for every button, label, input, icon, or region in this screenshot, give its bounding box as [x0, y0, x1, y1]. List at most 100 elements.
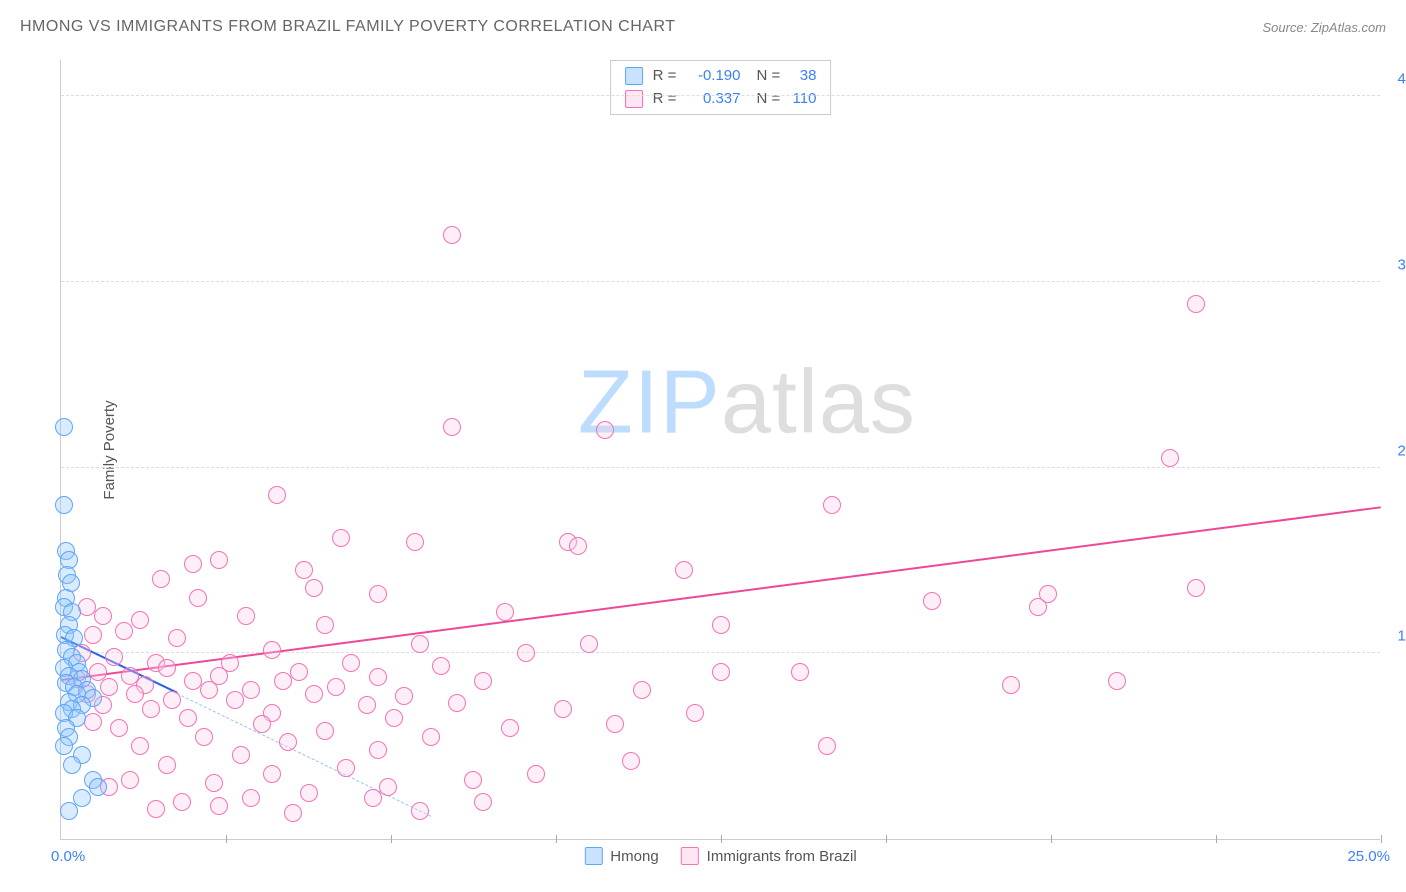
chart-source: Source: ZipAtlas.com — [1262, 20, 1386, 35]
scatter-plot: ZIPatlas R = -0.190 N = 38 R = 0.337 N =… — [60, 60, 1380, 840]
swatch-pink — [681, 847, 699, 865]
data-point-brazil — [385, 709, 403, 727]
data-point-brazil — [163, 691, 181, 709]
data-point-brazil — [411, 635, 429, 653]
data-point-brazil — [369, 741, 387, 759]
data-point-hmong — [55, 737, 73, 755]
data-point-brazil — [327, 678, 345, 696]
data-point-brazil — [179, 709, 197, 727]
data-point-brazil — [263, 765, 281, 783]
data-point-brazil — [284, 804, 302, 822]
data-point-brazil — [316, 722, 334, 740]
data-point-brazil — [1002, 676, 1020, 694]
data-point-brazil — [569, 537, 587, 555]
data-point-brazil — [263, 641, 281, 659]
data-point-brazil — [712, 663, 730, 681]
data-point-brazil — [121, 771, 139, 789]
data-point-brazil — [622, 752, 640, 770]
data-point-brazil — [200, 681, 218, 699]
legend-item-brazil: Immigrants from Brazil — [681, 847, 857, 865]
data-point-brazil — [305, 579, 323, 597]
data-point-brazil — [443, 418, 461, 436]
data-point-brazil — [633, 681, 651, 699]
data-point-brazil — [100, 678, 118, 696]
data-point-brazil — [791, 663, 809, 681]
correlation-legend: R = -0.190 N = 38 R = 0.337 N = 110 — [610, 60, 832, 115]
legend-item-hmong: Hmong — [584, 847, 658, 865]
chart-title: HMONG VS IMMIGRANTS FROM BRAZIL FAMILY P… — [20, 18, 676, 36]
x-tick — [226, 835, 227, 843]
data-point-brazil — [142, 700, 160, 718]
data-point-brazil — [432, 657, 450, 675]
data-point-brazil — [686, 704, 704, 722]
x-tick — [1381, 835, 1382, 843]
data-point-brazil — [332, 529, 350, 547]
data-point-brazil — [1187, 579, 1205, 597]
data-point-brazil — [226, 691, 244, 709]
x-tick — [556, 835, 557, 843]
data-point-brazil — [290, 663, 308, 681]
swatch-blue — [584, 847, 602, 865]
data-point-brazil — [279, 733, 297, 751]
data-point-brazil — [606, 715, 624, 733]
data-point-brazil — [527, 765, 545, 783]
data-point-hmong — [60, 802, 78, 820]
n-value-hmong: 38 — [784, 65, 816, 88]
data-point-brazil — [295, 561, 313, 579]
data-point-brazil — [923, 592, 941, 610]
chart-header: HMONG VS IMMIGRANTS FROM BRAZIL FAMILY P… — [20, 18, 1386, 36]
data-point-brazil — [205, 774, 223, 792]
n-value-brazil: 110 — [784, 88, 816, 111]
gridline-horizontal — [61, 281, 1380, 282]
x-tick — [1051, 835, 1052, 843]
data-point-brazil — [110, 719, 128, 737]
r-value-brazil: 0.337 — [681, 88, 741, 111]
data-point-brazil — [242, 681, 260, 699]
y-tick-label: 10.0% — [1397, 628, 1406, 645]
r-label: R = — [653, 67, 681, 84]
data-point-brazil — [406, 533, 424, 551]
data-point-brazil — [115, 622, 133, 640]
data-point-brazil — [395, 687, 413, 705]
data-point-brazil — [411, 802, 429, 820]
data-point-brazil — [496, 603, 514, 621]
x-axis-min-label: 0.0% — [51, 848, 85, 865]
data-point-brazil — [158, 756, 176, 774]
data-point-brazil — [210, 797, 228, 815]
data-point-brazil — [422, 728, 440, 746]
data-point-brazil — [131, 611, 149, 629]
data-point-brazil — [305, 685, 323, 703]
data-point-hmong — [63, 756, 81, 774]
trend-line-brazil — [61, 506, 1381, 681]
data-point-brazil — [580, 635, 598, 653]
data-point-brazil — [131, 737, 149, 755]
data-point-brazil — [823, 496, 841, 514]
data-point-brazil — [152, 570, 170, 588]
data-point-brazil — [84, 713, 102, 731]
data-point-brazil — [443, 226, 461, 244]
data-point-brazil — [268, 486, 286, 504]
data-point-brazil — [147, 800, 165, 818]
x-tick — [391, 835, 392, 843]
n-label: N = — [757, 90, 785, 107]
series-legend: Hmong Immigrants from Brazil — [584, 847, 856, 865]
x-tick — [1216, 835, 1217, 843]
data-point-brazil — [316, 616, 334, 634]
data-point-brazil — [189, 589, 207, 607]
data-point-brazil — [517, 644, 535, 662]
data-point-brazil — [1108, 672, 1126, 690]
data-point-brazil — [84, 626, 102, 644]
data-point-brazil — [358, 696, 376, 714]
legend-row-brazil: R = 0.337 N = 110 — [625, 88, 817, 111]
data-point-brazil — [501, 719, 519, 737]
watermark: ZIPatlas — [578, 351, 916, 454]
n-label: N = — [757, 67, 785, 84]
data-point-brazil — [105, 648, 123, 666]
data-point-brazil — [237, 607, 255, 625]
data-point-brazil — [474, 672, 492, 690]
data-point-brazil — [232, 746, 250, 764]
data-point-brazil — [1187, 295, 1205, 313]
data-point-brazil — [1161, 449, 1179, 467]
data-point-brazil — [464, 771, 482, 789]
data-point-brazil — [379, 778, 397, 796]
